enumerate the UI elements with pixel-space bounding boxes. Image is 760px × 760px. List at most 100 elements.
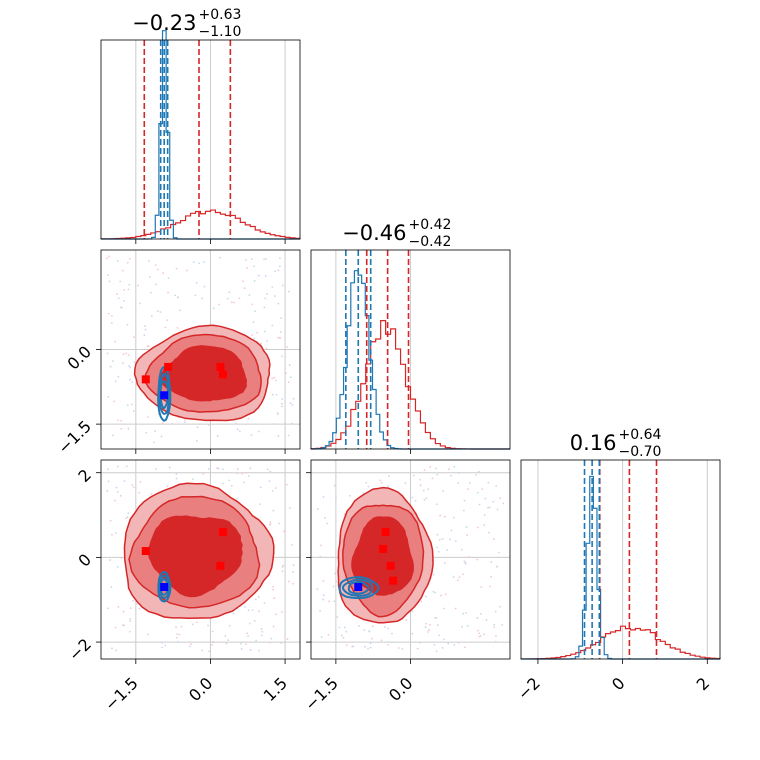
scatter-point xyxy=(448,468,450,471)
scatter-point xyxy=(120,306,122,309)
scatter-point xyxy=(164,326,167,329)
scatter-point xyxy=(279,331,282,333)
scatter-point xyxy=(450,474,452,477)
scatter-point xyxy=(419,478,422,481)
scatter-point xyxy=(147,345,150,348)
scatter-point xyxy=(136,602,138,605)
y-tick-label: 0 xyxy=(74,550,95,571)
scatter-point xyxy=(450,529,453,532)
scatter-point xyxy=(343,626,346,629)
scatter-point xyxy=(244,606,246,608)
scatter-point xyxy=(259,503,261,506)
scatter-point xyxy=(240,642,242,645)
scatter-point xyxy=(213,641,215,644)
scatter-point xyxy=(263,330,266,333)
scatter-point xyxy=(291,543,293,546)
scatter-point xyxy=(176,640,179,643)
scatter-point xyxy=(203,285,206,288)
scatter-point xyxy=(369,642,372,645)
scatter-point xyxy=(251,609,254,611)
scatter-point xyxy=(431,477,434,480)
scatter-point xyxy=(196,440,198,442)
scatter-point xyxy=(236,472,239,475)
scatter-point xyxy=(275,393,278,396)
scatter-point xyxy=(144,325,146,327)
scatter-point xyxy=(324,516,326,519)
scatter-point xyxy=(274,270,277,273)
scatter-point xyxy=(423,499,426,501)
scatter-point xyxy=(478,503,481,506)
scatter-point xyxy=(138,607,141,610)
scatter-point xyxy=(453,644,456,646)
scatter-point xyxy=(126,404,129,407)
red-marker xyxy=(381,527,390,536)
scatter-point xyxy=(183,421,186,424)
scatter-point xyxy=(278,522,281,525)
scatter-point xyxy=(145,431,148,434)
scatter-point xyxy=(248,294,251,296)
scatter-point xyxy=(110,586,113,588)
scatter-point xyxy=(332,585,335,588)
scatter-point xyxy=(230,484,233,487)
scatter-point xyxy=(251,334,253,337)
scatter-point xyxy=(401,647,404,650)
scatter-point xyxy=(457,641,460,644)
scatter-point xyxy=(349,494,351,497)
scatter-point xyxy=(442,607,445,610)
scatter-point xyxy=(479,613,482,615)
x-tick-label: 0 xyxy=(608,674,629,695)
scatter-point xyxy=(244,258,247,261)
red-histogram xyxy=(520,625,721,660)
scatter-point xyxy=(120,427,123,430)
scatter-point xyxy=(194,294,197,297)
scatter-point xyxy=(379,479,382,482)
scatter-point xyxy=(452,576,455,578)
scatter-point xyxy=(155,283,158,286)
scatter-point xyxy=(493,623,496,626)
scatter-point xyxy=(230,301,233,304)
y-tick-label: −2 xyxy=(65,635,95,665)
scatter-point xyxy=(494,610,497,613)
scatter-point xyxy=(195,281,198,284)
scatter-point xyxy=(260,342,263,345)
scatter-point xyxy=(422,489,425,492)
scatter-point xyxy=(159,311,162,314)
red-contour-inner xyxy=(351,516,414,596)
scatter-point xyxy=(435,617,438,619)
scatter-point xyxy=(138,491,141,494)
scatter-point xyxy=(166,319,168,321)
scatter-point xyxy=(281,570,284,573)
scatter-point xyxy=(277,435,280,438)
scatter-point xyxy=(444,593,447,596)
scatter-point xyxy=(336,616,339,618)
scatter-point xyxy=(423,469,426,471)
scatter-point xyxy=(371,637,373,640)
scatter-point xyxy=(111,434,114,437)
scatter-point xyxy=(107,480,110,483)
scatter-point xyxy=(273,423,276,425)
scatter-point xyxy=(425,595,428,598)
scatter-point xyxy=(465,612,468,614)
x-tick-label: 0.0 xyxy=(185,674,216,705)
scatter-point xyxy=(492,500,495,503)
scatter-point xyxy=(106,489,109,492)
scatter-point xyxy=(502,502,505,505)
scatter-point xyxy=(263,602,266,604)
scatter-point xyxy=(247,475,250,477)
scatter-point xyxy=(280,642,282,644)
scatter-point xyxy=(368,630,371,633)
scatter-point xyxy=(233,301,236,304)
scatter-point xyxy=(161,646,163,649)
scatter-point xyxy=(272,625,275,628)
scatter-point xyxy=(333,484,336,487)
scatter-point xyxy=(265,257,268,260)
scatter-point xyxy=(131,484,134,487)
scatter-point xyxy=(487,481,490,484)
scatter-point xyxy=(414,500,417,502)
scatter-point xyxy=(247,609,250,612)
scatter-point xyxy=(468,481,471,484)
scatter-point xyxy=(257,274,260,277)
scatter-point xyxy=(316,508,319,511)
scatter-point xyxy=(433,644,436,646)
scatter-point xyxy=(499,497,502,500)
